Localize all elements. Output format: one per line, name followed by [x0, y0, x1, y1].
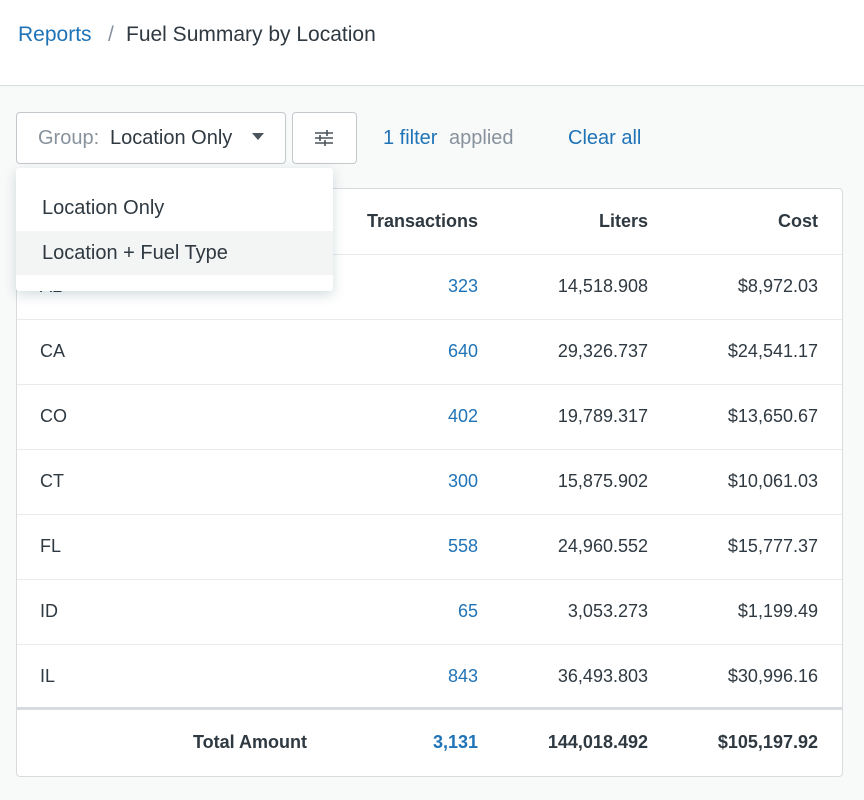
clear-all[interactable]: Clear all	[568, 127, 642, 149]
transactions-link[interactable]: 323	[447, 276, 478, 296]
group-label: Group:	[38, 127, 100, 149]
transactions-link[interactable]: 843	[447, 666, 478, 686]
group-value: Location Only	[110, 127, 233, 149]
total-cost: $105,197.92	[717, 732, 818, 752]
column-header: Transactions	[366, 211, 478, 231]
transactions-link[interactable]: 300	[447, 471, 478, 491]
caret	[252, 133, 264, 140]
cost-cell: $10,061.03	[727, 471, 818, 491]
liters-cell: 29,326.737	[557, 341, 648, 361]
liters-cell: 14,518.908	[557, 276, 648, 296]
location-cell: CT	[40, 471, 64, 491]
total-label: Total Amount	[193, 732, 307, 752]
cost-cell: $13,650.67	[727, 406, 818, 426]
top-bar	[0, 0, 864, 86]
liters-cell: 24,960.552	[557, 536, 648, 556]
row-divider	[17, 384, 842, 385]
location-cell: IL	[40, 666, 56, 686]
row-divider	[17, 449, 842, 450]
column-header: Liters	[598, 211, 648, 231]
cost-cell: $8,972.03	[737, 276, 818, 296]
row-divider	[17, 514, 842, 515]
liters-cell: 19,789.317	[557, 406, 648, 426]
location-cell: FL	[40, 536, 62, 556]
row-divider	[17, 644, 842, 645]
liters-cell: 15,875.902	[557, 471, 648, 491]
breadcrumb-link[interactable]: Reports	[18, 23, 92, 46]
dropdown-menu: Location Only Location + Fuel Type	[16, 168, 333, 291]
row-divider	[17, 319, 842, 320]
total-transactions[interactable]: 3,131	[432, 732, 478, 752]
dropdown-option[interactable]: Location + Fuel Type	[16, 231, 333, 275]
transactions-link[interactable]: 65	[457, 601, 478, 621]
total-divider	[17, 707, 842, 710]
location-cell: CO	[40, 406, 67, 426]
breadcrumb-current: Fuel Summary by Location	[126, 23, 376, 46]
breadcrumb-separator: /	[108, 23, 114, 46]
row-divider	[17, 579, 842, 580]
transactions-link[interactable]: 640	[447, 341, 478, 361]
cost-cell: $15,777.37	[727, 536, 818, 556]
column-header: Cost	[778, 211, 818, 231]
total-liters: 144,018.492	[547, 732, 648, 752]
location-cell: CA	[40, 341, 66, 361]
liters-cell: 36,493.803	[557, 666, 648, 686]
cost-cell: $1,199.49	[737, 601, 818, 621]
liters-cell: 3,053.273	[567, 601, 648, 621]
filter-suffix: applied	[449, 127, 514, 149]
transactions-link[interactable]: 402	[447, 406, 478, 426]
cost-cell: $30,996.16	[727, 666, 818, 686]
row-divider	[17, 254, 842, 255]
cost-cell: $24,541.17	[727, 341, 818, 361]
transactions-link[interactable]: 558	[447, 536, 478, 556]
filter-icon	[315, 130, 333, 146]
group-button[interactable]	[16, 112, 286, 164]
filter-count[interactable]: 1 filter	[383, 127, 438, 149]
dropdown-option[interactable]: Location Only	[42, 197, 165, 219]
location-cell: ID	[40, 601, 58, 621]
